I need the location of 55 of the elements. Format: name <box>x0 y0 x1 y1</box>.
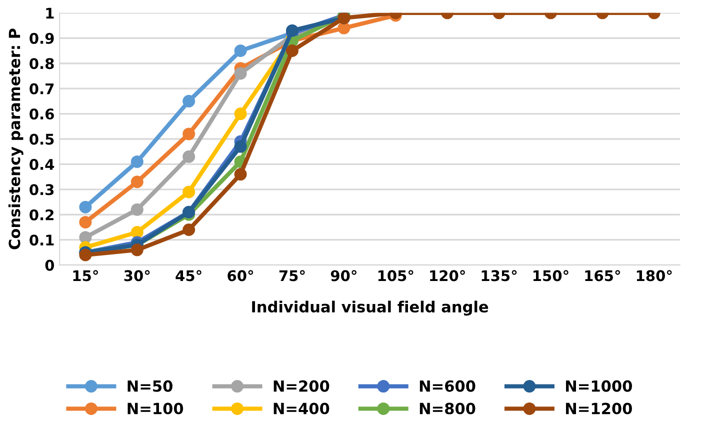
point <box>182 128 196 140</box>
point <box>286 44 298 57</box>
point <box>234 108 247 120</box>
point <box>79 248 92 262</box>
point <box>130 226 144 239</box>
x-axis-title: Individual visual field angle <box>252 300 488 316</box>
y-tick-label: 0.9 <box>30 32 54 44</box>
x-tick-label: 60° <box>228 270 254 282</box>
x-tick-label: 75° <box>279 270 305 282</box>
point <box>182 94 196 108</box>
point <box>182 186 196 198</box>
legend-label: N=1000 <box>566 380 632 392</box>
point <box>130 203 144 216</box>
point <box>79 216 92 228</box>
legend-label: N=200 <box>274 380 330 392</box>
y-tick-label: 0.3 <box>30 184 54 196</box>
point <box>234 44 247 57</box>
legend-label: N=400 <box>274 402 330 414</box>
point <box>130 176 144 188</box>
y-tick-label: 0.2 <box>30 209 54 220</box>
x-tick-label: 150° <box>534 270 568 282</box>
y-tick-label: 0.1 <box>30 234 54 246</box>
x-tick-label: 180° <box>636 270 672 282</box>
y-tick-label: 0.7 <box>30 83 54 94</box>
x-tick-label: 15° <box>73 270 98 282</box>
point <box>182 150 196 163</box>
x-tick-label: 105° <box>378 270 414 282</box>
legend-label: N=100 <box>128 402 184 414</box>
x-tick-label: 165° <box>585 270 620 282</box>
y-tick-label: 0.6 <box>30 108 54 120</box>
point <box>286 24 298 37</box>
legend-label: N=1200 <box>566 402 632 414</box>
y-tick-label: 0.5 <box>30 134 54 145</box>
point <box>79 231 92 244</box>
point <box>130 244 144 256</box>
legend-label: N=50 <box>128 380 172 392</box>
point <box>338 22 350 34</box>
point <box>79 200 92 214</box>
y-axis-title: Consistency parameter: P <box>8 28 24 250</box>
y-tick-label: 0.8 <box>30 58 54 70</box>
y-tick-label: 0 <box>45 260 54 271</box>
legend-label: N=800 <box>420 402 476 414</box>
point <box>234 168 247 181</box>
x-tick-label: 135° <box>482 270 517 282</box>
point <box>234 140 247 153</box>
x-tick-label: 120° <box>430 270 465 282</box>
point <box>182 224 196 236</box>
x-tick-label: 30° <box>124 270 150 282</box>
point <box>234 67 247 80</box>
y-tick-label: 1 <box>46 8 54 18</box>
y-tick-label: 0.4 <box>30 158 54 170</box>
legend-label: N=600 <box>420 380 476 392</box>
x-tick-label: 90° <box>330 270 356 282</box>
point <box>130 155 144 168</box>
x-tick-label: 45° <box>176 270 202 282</box>
